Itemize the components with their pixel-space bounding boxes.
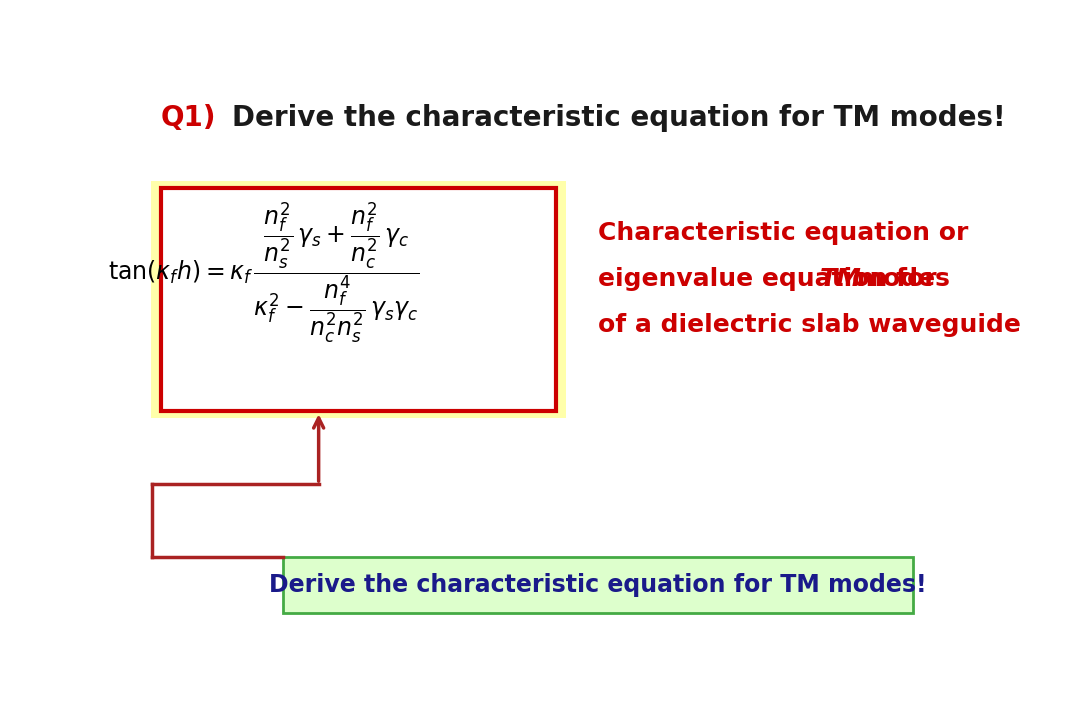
Text: Characteristic equation or: Characteristic equation or	[597, 221, 968, 245]
FancyBboxPatch shape	[160, 188, 555, 412]
Text: Q1): Q1)	[160, 104, 216, 132]
FancyBboxPatch shape	[283, 557, 913, 613]
FancyBboxPatch shape	[151, 181, 566, 418]
Text: TM: TM	[821, 267, 862, 291]
Text: eigenvalue equation for: eigenvalue equation for	[597, 267, 945, 291]
Text: Derive the characteristic equation for TM modes!: Derive the characteristic equation for T…	[269, 573, 927, 597]
Text: of a dielectric slab waveguide: of a dielectric slab waveguide	[597, 313, 1020, 337]
Text: $\tan\!\left(\kappa_f h\right) = \kappa_f \,\dfrac{\dfrac{n_f^2}{n_s^2}\,\gamma_: $\tan\!\left(\kappa_f h\right) = \kappa_…	[107, 200, 420, 345]
Text: modes: modes	[848, 267, 950, 291]
Text: Derive the characteristic equation for TM modes!: Derive the characteristic equation for T…	[232, 104, 1006, 132]
